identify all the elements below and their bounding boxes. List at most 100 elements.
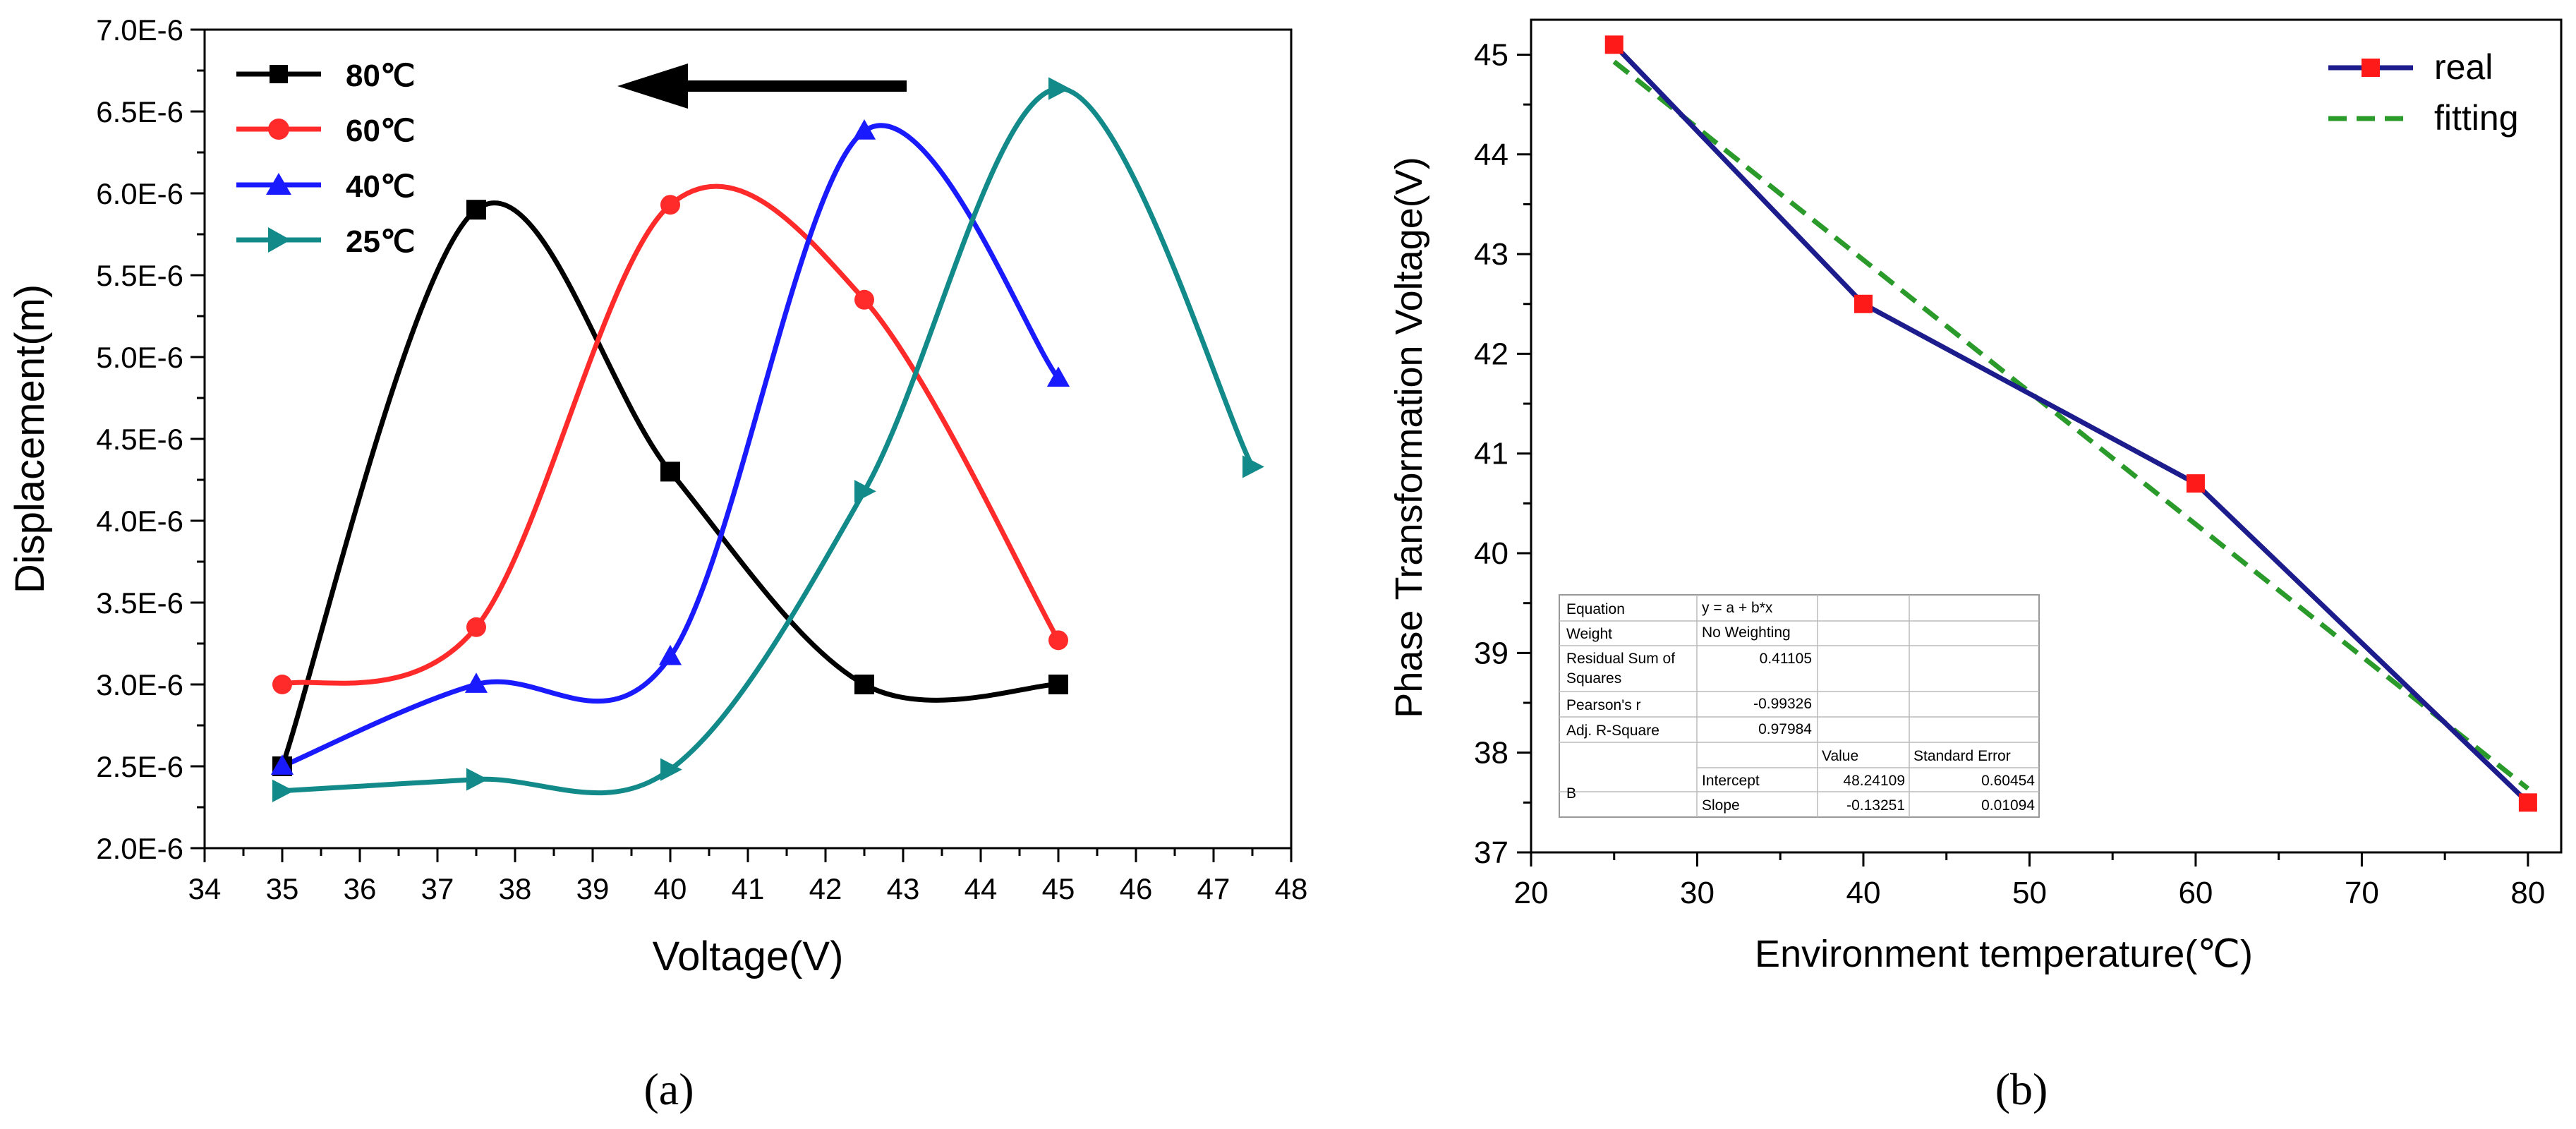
x-tick-label-b: 50 — [2012, 876, 2047, 910]
x-tick-label-a: 37 — [421, 872, 454, 905]
chart-b-markers — [1604, 35, 2537, 812]
chart-b-plot-frame — [1530, 18, 2563, 854]
real-data-point-3 — [2518, 793, 2537, 812]
chart-b-y-tick-labels: 37 38 39 40 41 42 43 44 45 — [1474, 37, 1508, 870]
fit-equation-value: y = a + b*x — [1702, 600, 1773, 616]
chart-b-ticks — [1517, 53, 2529, 867]
data-point-a-2-3 — [852, 119, 876, 140]
data-point-a-1-3 — [854, 289, 874, 310]
x-tick-label-a: 41 — [732, 872, 765, 905]
x-tick-label-a: 43 — [887, 872, 920, 905]
series-line-a-1 — [282, 183, 1061, 687]
legend-a-entry-0: 80℃ — [236, 59, 415, 93]
x-tick-label-a: 46 — [1120, 872, 1153, 905]
chart-a-legend: 80℃ 60℃ 40℃ 25℃ — [236, 59, 415, 259]
data-point-a-2-1 — [464, 672, 488, 693]
chart-a-x-axis-label: Voltage(V) — [653, 934, 844, 979]
fit-intercept-error: 0.60454 — [1981, 773, 2035, 789]
legend-b-entry-0: real — [2328, 47, 2493, 87]
y-tick-label-b: 40 — [1474, 536, 1508, 571]
fit-intercept-value: 48.24109 — [1843, 773, 1905, 789]
chart-a-y-axis-label: Displacement(m) — [7, 284, 53, 593]
y-tick-label-a: 6.0E-6 — [96, 177, 183, 210]
y-tick-label-a: 5.0E-6 — [96, 341, 183, 374]
y-tick-label-a: 6.5E-6 — [96, 95, 183, 128]
fit-slope-error: 0.01094 — [1981, 797, 2035, 814]
fit-adjr2-label: Adj. R-Square — [1566, 723, 1659, 739]
data-point-a-1-0 — [272, 675, 292, 694]
legend-b-entry-1: fitting — [2328, 98, 2519, 138]
fit-rss-label-2: Squares — [1566, 670, 1621, 687]
y-tick-label-a: 7.0E-6 — [96, 13, 183, 47]
y-tick-label-a: 2.0E-6 — [96, 832, 183, 865]
fitting-line — [1612, 59, 2530, 791]
fit-intercept-label: Intercept — [1702, 773, 1760, 789]
x-tick-label-a: 36 — [344, 872, 377, 905]
real-line — [1612, 42, 2530, 804]
arrow-head — [617, 64, 688, 109]
series-line-a-0 — [279, 200, 1059, 768]
fit-adjr2-value: 0.97984 — [1758, 721, 1812, 737]
data-point-a-1-4 — [1048, 630, 1068, 651]
panel-label-b: (b) — [1995, 1064, 2048, 1114]
legend-b-label-0: real — [2434, 47, 2493, 87]
y-tick-label-b: 38 — [1474, 736, 1508, 771]
fit-value-header: Value — [1822, 748, 1858, 764]
chart-a-y-tick-labels: 2.0E-6 2.5E-6 3.0E-6 3.5E-6 4.0E-6 4.5E-6 5.0E… — [96, 13, 183, 865]
chart-a-series-lines — [279, 85, 1255, 796]
x-tick-label-a: 34 — [188, 872, 222, 905]
data-point-a-0-4 — [1048, 675, 1068, 694]
chart-b-legend: real fitting — [2328, 47, 2519, 138]
data-point-a-3-1 — [466, 768, 488, 791]
y-tick-label-a: 5.5E-6 — [96, 259, 183, 292]
y-tick-label-b: 39 — [1474, 636, 1508, 670]
y-tick-label-b: 44 — [1474, 138, 1508, 172]
x-tick-label-b: 20 — [1514, 876, 1549, 910]
x-tick-label-b: 80 — [2510, 876, 2545, 910]
data-point-a-3-3 — [854, 480, 876, 503]
data-point-a-0-3 — [854, 675, 874, 694]
fit-rss-value: 0.41105 — [1760, 651, 1812, 667]
x-tick-label-a: 39 — [576, 872, 610, 905]
x-tick-label-a: 47 — [1197, 872, 1230, 905]
fit-slope-label: Slope — [1702, 797, 1740, 814]
chart-a-x-tick-labels: 34 35 36 37 38 39 40 41 42 43 44 45 46 47 48 — [188, 872, 1308, 905]
fit-statistics-table: Equation y = a + b*x Weight No Weighting… — [1559, 594, 2040, 818]
y-tick-label-a: 4.5E-6 — [96, 423, 183, 456]
fit-stderr-header: Standard Error — [1913, 748, 2011, 764]
fit-group-label: B — [1566, 785, 1576, 802]
x-tick-label-a: 40 — [654, 872, 687, 905]
legend-a-entry-1: 60℃ — [236, 114, 415, 148]
chart-b-series-lines — [1612, 42, 2530, 804]
legend-b-label-1: fitting — [2434, 98, 2519, 138]
data-point-a-0-1 — [466, 200, 486, 220]
legend-a-label-3: 25℃ — [346, 224, 415, 259]
y-tick-label-a: 3.0E-6 — [96, 668, 183, 701]
data-point-a-2-0 — [270, 754, 294, 775]
legend-a-label-0: 80℃ — [346, 59, 415, 93]
series-line-a-3 — [282, 85, 1255, 796]
data-point-a-2-4 — [1046, 366, 1070, 387]
fit-weight-label: Weight — [1566, 626, 1612, 642]
fit-rss-label-1: Residual Sum of — [1566, 651, 1675, 667]
chart-a: 34 35 36 37 38 39 40 41 42 43 44 45 46 47 48 2.0E-6 2.5… — [7, 13, 1307, 1114]
x-tick-label-b: 40 — [1846, 876, 1880, 910]
fit-pearson-label: Pearson's r — [1566, 697, 1641, 713]
y-tick-label-b: 37 — [1474, 835, 1508, 870]
x-tick-label-a: 35 — [266, 872, 299, 905]
panel-label-a: (a) — [643, 1064, 694, 1114]
data-point-a-0-2 — [660, 461, 680, 482]
fit-weight-value: No Weighting — [1702, 624, 1791, 641]
data-point-a-3-5 — [1242, 455, 1264, 478]
x-tick-label-a: 42 — [809, 872, 842, 905]
fit-slope-value: -0.13251 — [1846, 797, 1905, 814]
left-arrow-annotation — [617, 64, 907, 109]
fit-pearson-value: -0.99326 — [1753, 696, 1812, 712]
legend-a-marker-2 — [266, 173, 291, 195]
y-tick-label-a: 2.5E-6 — [96, 750, 183, 783]
chart-b-x-tick-labels: 20 30 40 50 60 70 80 — [1514, 876, 2546, 910]
x-tick-label-a: 44 — [965, 872, 998, 905]
x-tick-label-a: 38 — [499, 872, 532, 905]
legend-a-entry-3: 25℃ — [236, 224, 415, 259]
fit-equation-label: Equation — [1566, 601, 1625, 617]
